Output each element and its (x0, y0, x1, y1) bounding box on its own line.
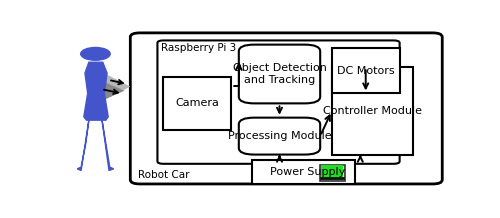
Text: Controller Module: Controller Module (323, 106, 422, 116)
Polygon shape (102, 120, 114, 170)
FancyBboxPatch shape (239, 118, 320, 155)
Circle shape (80, 48, 110, 60)
FancyBboxPatch shape (322, 165, 342, 180)
FancyBboxPatch shape (320, 165, 345, 181)
FancyBboxPatch shape (158, 40, 400, 164)
Text: Object Detection
and Tracking: Object Detection and Tracking (232, 63, 326, 85)
Text: Robot Car: Robot Car (138, 170, 190, 180)
Text: Processing Module: Processing Module (228, 131, 332, 141)
FancyBboxPatch shape (332, 67, 413, 155)
Text: DC Motors: DC Motors (337, 66, 394, 76)
Polygon shape (92, 77, 124, 105)
Text: Camera: Camera (175, 98, 219, 108)
FancyBboxPatch shape (239, 45, 320, 103)
Polygon shape (84, 62, 108, 120)
FancyBboxPatch shape (252, 160, 355, 184)
Text: Raspberry Pi 3: Raspberry Pi 3 (162, 43, 236, 53)
Polygon shape (77, 120, 89, 170)
FancyBboxPatch shape (163, 77, 231, 130)
Text: Power Supply: Power Supply (270, 167, 345, 177)
FancyBboxPatch shape (130, 33, 442, 184)
FancyBboxPatch shape (332, 48, 400, 93)
Polygon shape (100, 71, 130, 102)
